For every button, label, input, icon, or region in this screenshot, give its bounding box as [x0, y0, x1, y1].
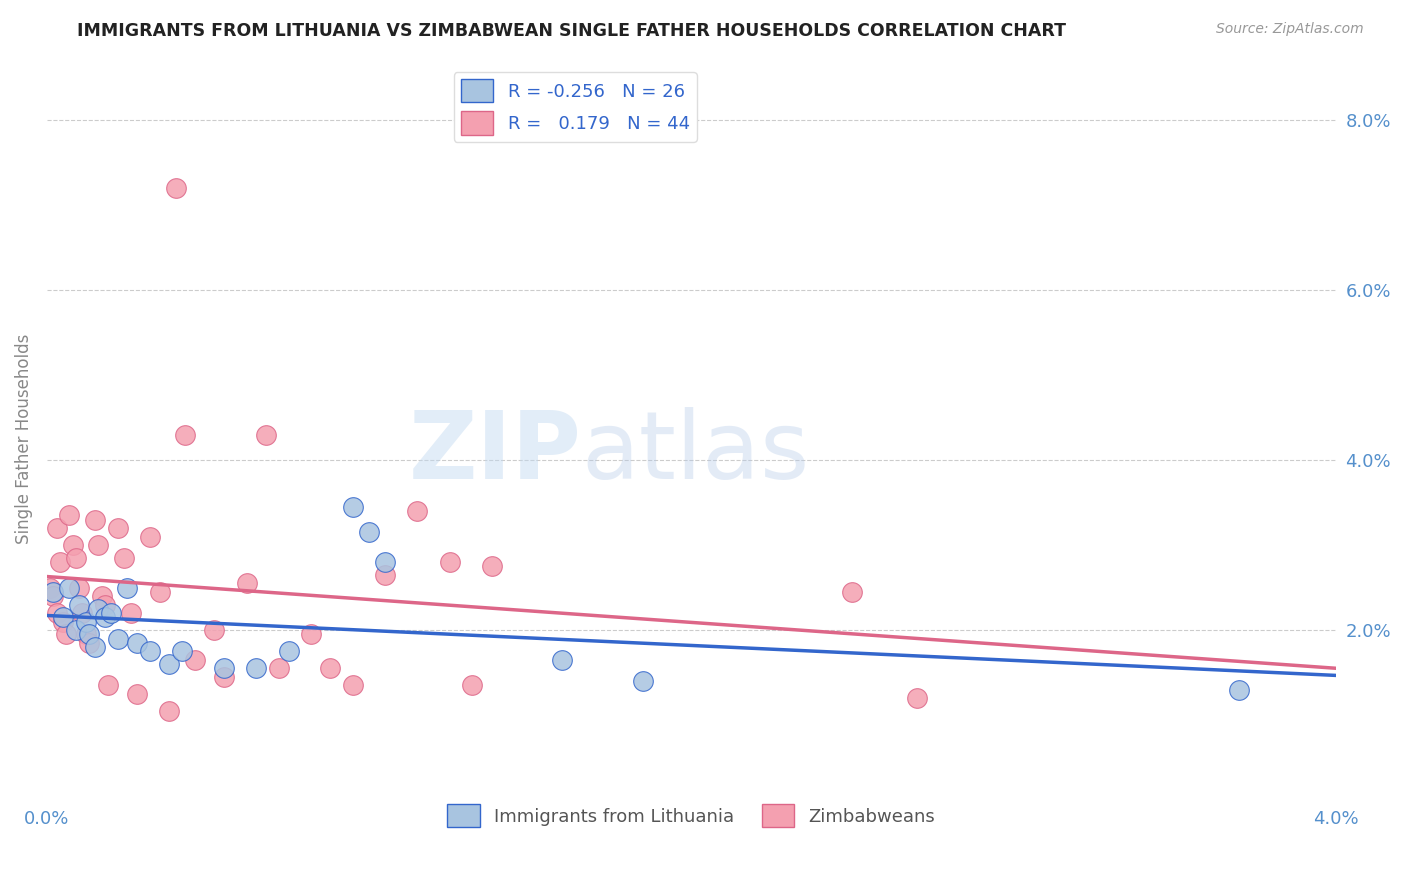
Point [42, 589, 65, 603]
Point [127, 687, 149, 701]
Point [204, 623, 226, 637]
Point [42, 585, 65, 599]
Point [277, 644, 299, 658]
Point [551, 653, 574, 667]
Point [319, 661, 342, 675]
Point [75, 615, 97, 629]
Point [299, 627, 322, 641]
Text: Source: ZipAtlas.com: Source: ZipAtlas.com [1216, 22, 1364, 37]
Point [149, 585, 172, 599]
Point [212, 670, 235, 684]
Point [55, 627, 77, 641]
Point [406, 504, 429, 518]
Point [172, 644, 194, 658]
Point [112, 550, 135, 565]
Point [45, 521, 67, 535]
Point [342, 678, 364, 692]
Point [77, 627, 100, 641]
Point [94, 598, 117, 612]
Point [107, 632, 129, 646]
Point [461, 678, 484, 692]
Point [245, 661, 267, 675]
Point [87, 602, 110, 616]
Point [631, 674, 654, 689]
Point [97, 678, 120, 692]
Point [905, 691, 928, 706]
Point [117, 581, 139, 595]
Point [52, 615, 75, 629]
Point [67, 581, 90, 595]
Point [87, 538, 110, 552]
Point [49, 555, 72, 569]
Legend: Immigrants from Lithuania, Zimbabweans: Immigrants from Lithuania, Zimbabweans [440, 797, 942, 835]
Point [254, 427, 277, 442]
Text: IMMIGRANTS FROM LITHUANIA VS ZIMBABWEAN SINGLE FATHER HOUSEHOLDS CORRELATION CHA: IMMIGRANTS FROM LITHUANIA VS ZIMBABWEAN … [77, 22, 1066, 40]
Point [127, 636, 149, 650]
Point [359, 525, 381, 540]
Point [67, 598, 90, 612]
Point [120, 606, 142, 620]
Point [165, 181, 187, 195]
Point [100, 606, 122, 620]
Point [84, 640, 107, 655]
Point [84, 513, 107, 527]
Point [374, 567, 396, 582]
Point [157, 704, 180, 718]
Text: ZIP: ZIP [409, 408, 582, 500]
Point [107, 521, 129, 535]
Point [212, 661, 235, 675]
Point [94, 610, 117, 624]
Point [62, 538, 84, 552]
Point [174, 427, 197, 442]
Point [1227, 682, 1250, 697]
Point [75, 627, 97, 641]
Point [52, 610, 75, 624]
Point [481, 559, 503, 574]
Point [184, 653, 207, 667]
Point [45, 606, 67, 620]
Point [65, 623, 87, 637]
Point [342, 500, 364, 514]
Point [39, 581, 62, 595]
Point [439, 555, 461, 569]
Point [72, 606, 94, 620]
Point [157, 657, 180, 672]
Point [841, 585, 863, 599]
Point [65, 550, 87, 565]
Point [58, 581, 80, 595]
Y-axis label: Single Father Households: Single Father Households [15, 334, 32, 544]
Point [267, 661, 290, 675]
Point [235, 576, 257, 591]
Point [77, 636, 100, 650]
Point [58, 508, 80, 523]
Point [139, 530, 162, 544]
Text: atlas: atlas [582, 408, 810, 500]
Point [90, 589, 112, 603]
Point [374, 555, 396, 569]
Point [139, 644, 162, 658]
